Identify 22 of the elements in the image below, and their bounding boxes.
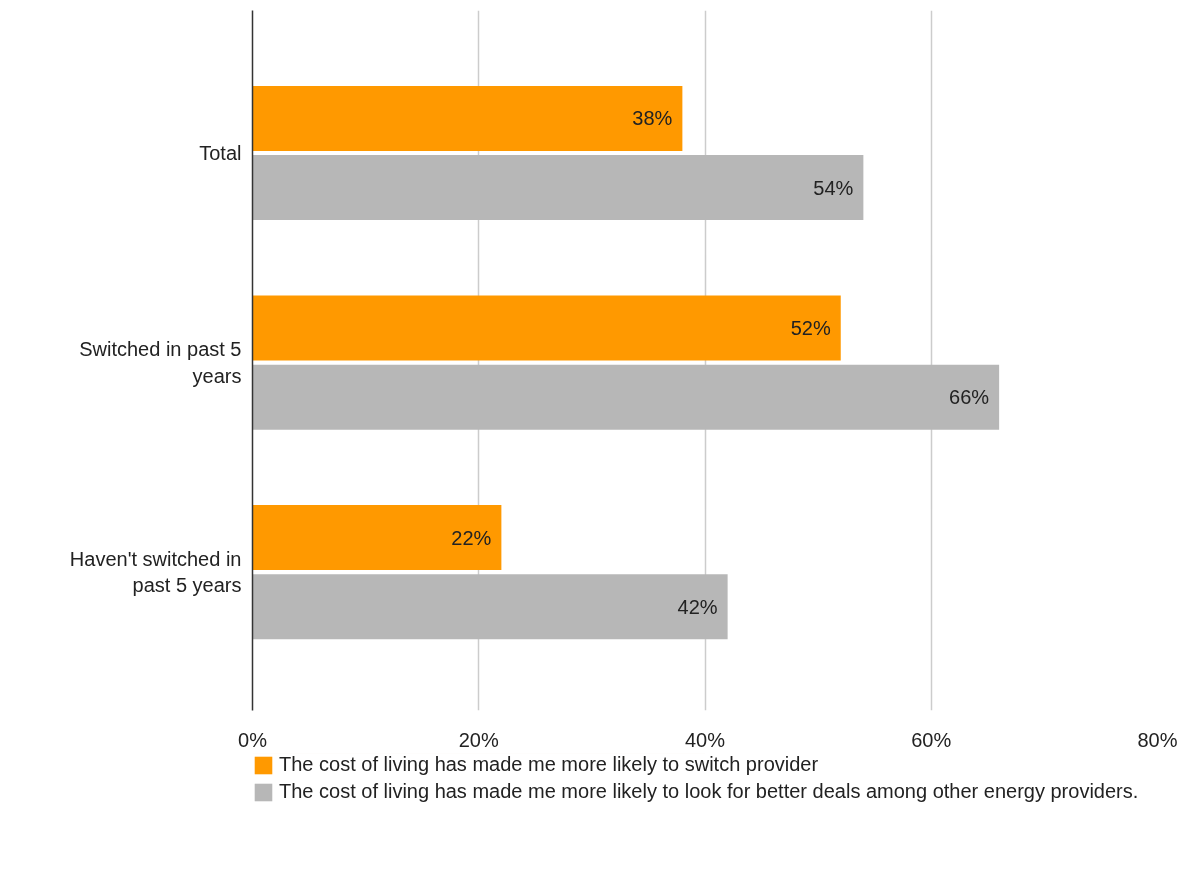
bar — [252, 505, 502, 571]
x-tick-label: 40% — [684, 728, 726, 751]
data-label: 22% — [451, 526, 492, 549]
bar — [252, 574, 728, 640]
bar — [252, 295, 841, 361]
x-tick-label: 80% — [1137, 728, 1178, 751]
y-tick-label: Switched in past 5 years — [79, 338, 242, 387]
bar — [252, 155, 864, 221]
legend-label: The cost of living has made me more likely to look for better deals among other energy providers. — [279, 780, 1139, 803]
data-label: 54% — [813, 176, 854, 199]
x-tick-label: 60% — [911, 728, 952, 751]
y-tick-label: Haven't switched in past 5 years — [69, 547, 242, 597]
y-tick-label: Total — [199, 142, 242, 165]
bar — [252, 85, 683, 151]
data-label: 52% — [790, 317, 831, 340]
data-label: 38% — [632, 107, 673, 130]
x-tick-label: 0% — [238, 728, 268, 751]
data-label: 42% — [677, 595, 718, 618]
x-tick-label: 20% — [458, 728, 499, 751]
bar — [252, 364, 1000, 430]
data-label: 66% — [949, 386, 990, 409]
legend-label: The cost of living has made me more likely to switch provider — [279, 753, 819, 776]
